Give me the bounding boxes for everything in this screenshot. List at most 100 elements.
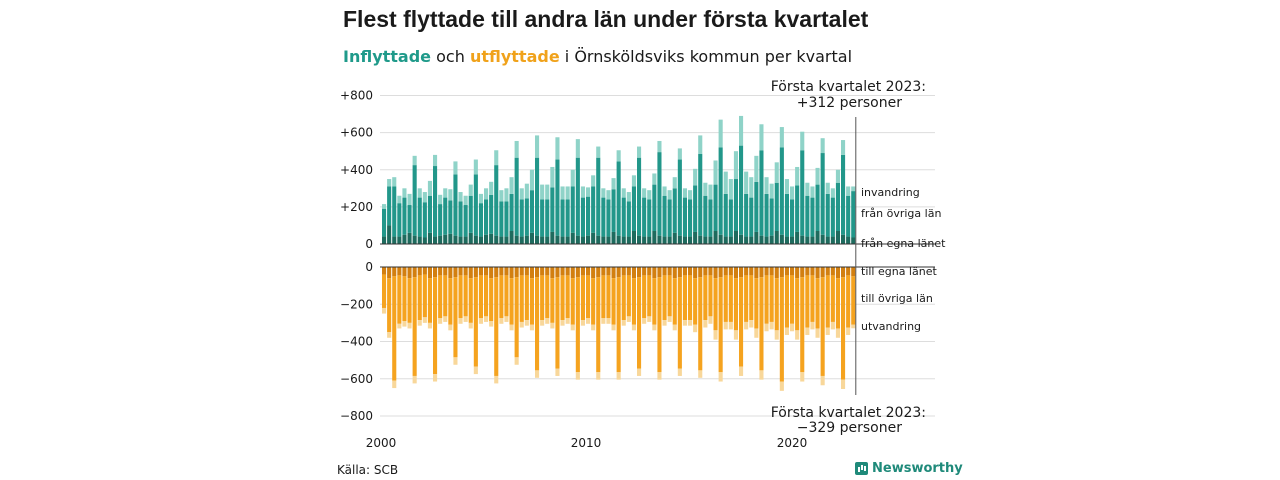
bar-out-emigration: [754, 328, 759, 338]
bar-out-other: [478, 275, 483, 319]
bar-out-emigration: [703, 320, 708, 328]
bar-out-other: [693, 278, 698, 325]
bar-in-local: [560, 236, 565, 244]
bar-out-emigration: [733, 330, 738, 340]
bar-out-emigration: [535, 370, 540, 378]
bar-in-other: [672, 188, 677, 233]
bar-out-local: [580, 267, 585, 276]
bar-in-immigration: [820, 138, 825, 154]
bar-out-other: [769, 275, 774, 322]
bar-in-other: [759, 150, 764, 236]
bar-out-local: [417, 267, 422, 276]
bar-in-local: [606, 236, 611, 244]
source-note: Källa: SCB: [337, 463, 399, 477]
bar-in-immigration: [733, 151, 738, 180]
bar-in-local: [703, 236, 708, 244]
bar-out-emigration: [688, 320, 693, 326]
bar-out-other: [560, 275, 565, 321]
bar-out-other: [540, 275, 545, 321]
bar-out-other: [815, 278, 820, 329]
bar-in-other: [417, 197, 422, 237]
bar-in-immigration: [468, 184, 473, 196]
bar-in-immigration: [790, 186, 795, 200]
bar-out-other: [438, 275, 443, 319]
bar-out-emigration: [463, 316, 468, 322]
bar-out-emigration: [769, 321, 774, 330]
subtitle-rest: i Örnsköldsviks kommun per kvartal: [564, 47, 853, 66]
bar-out-local: [739, 267, 744, 278]
bar-out-other: [427, 278, 432, 323]
bar-in-immigration: [458, 192, 463, 202]
bar-out-other: [616, 277, 621, 373]
bar-out-emigration: [657, 372, 662, 380]
bar-in-local: [713, 231, 718, 244]
bar-out-other: [433, 277, 438, 375]
bar-out-other: [397, 275, 402, 324]
bar-in-immigration: [688, 190, 693, 200]
bar-out-local: [586, 267, 591, 276]
bar-out-emigration: [397, 323, 402, 329]
bar-out-local: [754, 267, 759, 279]
bar-in-immigration: [417, 188, 422, 198]
bar-in-local: [682, 236, 687, 244]
bar-out-local: [810, 267, 815, 276]
bar-out-emigration: [453, 357, 458, 365]
bar-out-emigration: [545, 318, 550, 324]
bar-in-immigration: [591, 175, 596, 187]
bar-out-local: [733, 267, 738, 279]
bar-out-emigration: [402, 321, 407, 327]
bar-in-other: [795, 185, 800, 232]
bar-out-local: [759, 267, 764, 278]
bar-in-other: [657, 152, 662, 236]
bar-out-other: [575, 277, 580, 373]
bar-in-immigration: [392, 177, 397, 187]
bar-out-other: [484, 275, 489, 317]
bar-in-other: [739, 145, 744, 235]
y-tick-label-bottom: −600: [340, 372, 373, 386]
bar-out-emigration: [790, 323, 795, 332]
bar-in-immigration: [698, 135, 703, 154]
bar-out-emigration: [841, 379, 846, 389]
bar-out-emigration: [611, 324, 616, 331]
bar-in-local: [688, 236, 693, 244]
bar-out-emigration: [723, 321, 728, 330]
bar-out-emigration: [805, 327, 810, 335]
bar-out-other: [519, 275, 524, 322]
bar-out-emigration: [825, 327, 830, 335]
bar-out-local: [815, 267, 820, 279]
bar-in-other: [499, 201, 504, 237]
bar-out-emigration: [631, 324, 636, 331]
x-tick-label: 2000: [366, 436, 397, 450]
bar-out-emigration: [433, 374, 438, 382]
bar-out-local: [499, 267, 504, 276]
bar-in-local: [662, 236, 667, 244]
bar-in-local: [402, 234, 407, 244]
bar-out-emigration: [438, 318, 443, 324]
bar-out-local: [509, 267, 514, 279]
bar-in-other: [433, 166, 438, 237]
bar-in-other: [733, 179, 738, 232]
bar-out-emigration: [458, 318, 463, 324]
bar-out-local: [825, 267, 830, 276]
bar-in-other: [667, 199, 672, 237]
bar-out-other: [795, 278, 800, 331]
bar-out-local: [443, 267, 448, 276]
bar-in-immigration: [652, 173, 657, 185]
bar-out-other: [443, 275, 448, 317]
bar-in-local: [580, 236, 585, 244]
bar-out-emigration: [509, 324, 514, 331]
bar-in-immigration: [657, 140, 662, 153]
bar-out-local: [545, 267, 550, 276]
bar-in-other: [851, 191, 856, 238]
bar-in-local: [841, 234, 846, 244]
bar-out-other: [611, 278, 616, 325]
bar-in-immigration: [601, 188, 606, 198]
bar-in-other: [642, 197, 647, 237]
bar-out-local: [830, 267, 835, 276]
bar-in-immigration: [438, 194, 443, 205]
bar-out-other: [759, 277, 764, 371]
bar-out-other: [657, 277, 662, 373]
bar-out-other: [565, 275, 570, 319]
bar-in-local: [769, 235, 774, 244]
bar-in-immigration: [499, 190, 504, 202]
